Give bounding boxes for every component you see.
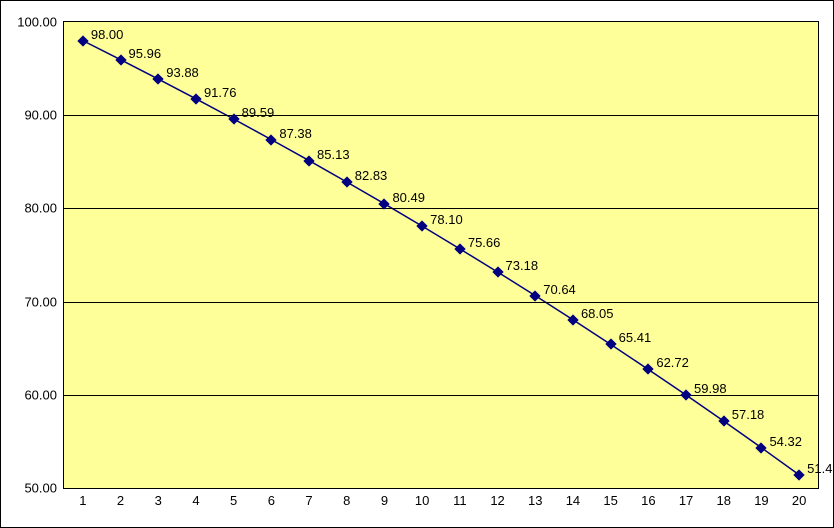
gridline [64,302,818,303]
data-label: 75.66 [468,235,501,250]
x-tick-label: 2 [117,493,124,508]
x-tick-label: 7 [305,493,312,508]
x-tick-label: 19 [754,493,768,508]
x-tick-label: 16 [641,493,655,508]
y-tick-label: 50.00 [7,481,57,496]
x-tick-label: 18 [717,493,731,508]
data-label: 85.13 [317,147,350,162]
x-tick-label: 4 [192,493,199,508]
data-label: 91.76 [204,85,237,100]
plot-area: 98.00 95.96 93.88 91.76 89.59 87.38 85.13 82.83… [63,21,819,489]
data-label: 95.96 [129,46,162,61]
data-label: 93.88 [166,65,199,80]
x-tick-label: 12 [490,493,504,508]
x-tick-label: 6 [268,493,275,508]
chart-container: 98.00 95.96 93.88 91.76 89.59 87.38 85.13 82.83… [0,0,834,528]
data-label: 80.49 [392,190,425,205]
x-tick-label: 10 [415,493,429,508]
data-label: 89.59 [242,105,275,120]
data-label: 68.05 [581,306,614,321]
data-label: 78.10 [430,212,463,227]
data-label: 54.32 [769,434,802,449]
data-label: 59.98 [694,381,727,396]
x-tick-label: 9 [381,493,388,508]
data-label: 65.41 [619,330,652,345]
x-tick-label: 17 [679,493,693,508]
data-label: 57.18 [732,407,765,422]
x-tick-label: 1 [79,493,86,508]
data-label: 62.72 [656,355,689,370]
gridline [64,115,818,116]
data-label: 87.38 [279,126,312,141]
data-label: 98.00 [91,27,124,42]
data-label: 70.64 [543,282,576,297]
x-tick-label: 11 [453,493,467,508]
x-tick-label: 14 [566,493,580,508]
y-tick-label: 80.00 [7,201,57,216]
y-tick-label: 70.00 [7,294,57,309]
series-line [64,22,818,488]
x-tick-label: 3 [155,493,162,508]
y-tick-label: 100.00 [7,15,57,30]
x-tick-label: 8 [343,493,350,508]
data-label: 51.41 [807,461,834,476]
y-tick-label: 60.00 [7,387,57,402]
data-label: 82.83 [355,168,388,183]
gridline [64,208,818,209]
x-tick-label: 15 [603,493,617,508]
y-tick-label: 90.00 [7,108,57,123]
data-label: 73.18 [506,258,539,273]
x-tick-label: 5 [230,493,237,508]
x-tick-label: 20 [792,493,806,508]
x-tick-label: 13 [528,493,542,508]
